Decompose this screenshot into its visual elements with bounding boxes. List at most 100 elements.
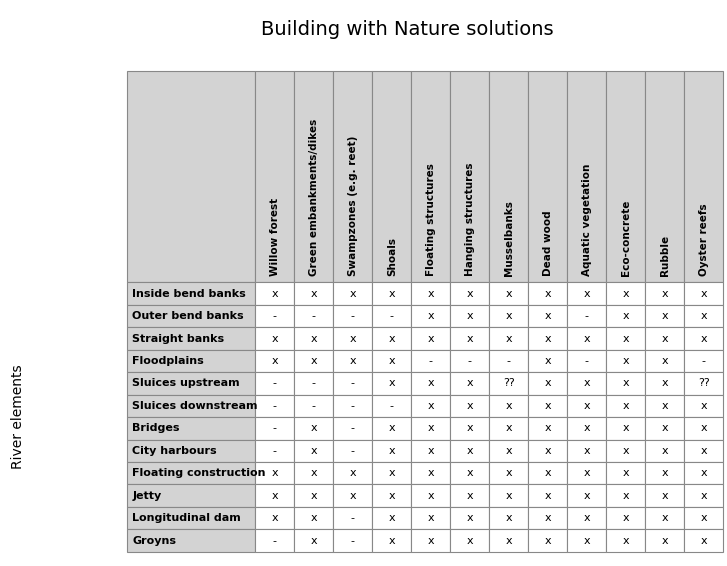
Bar: [255, 327, 294, 350]
Text: x: x: [272, 468, 278, 478]
Bar: [684, 350, 723, 372]
Text: x: x: [310, 446, 317, 456]
Text: x: x: [662, 535, 668, 546]
Text: Willow forest: Willow forest: [270, 198, 280, 276]
Text: x: x: [467, 535, 473, 546]
Bar: [567, 372, 606, 395]
Bar: [529, 372, 567, 395]
Text: Oyster reefs: Oyster reefs: [699, 203, 709, 276]
Text: x: x: [467, 513, 473, 523]
Bar: [127, 507, 255, 529]
Text: x: x: [467, 401, 473, 411]
Bar: [294, 395, 334, 417]
Text: -: -: [351, 379, 355, 388]
Text: x: x: [545, 535, 551, 546]
Text: x: x: [388, 491, 395, 501]
Bar: [255, 350, 294, 372]
Bar: [567, 305, 606, 327]
Bar: [529, 305, 567, 327]
Text: ??: ??: [698, 379, 710, 388]
Text: x: x: [545, 446, 551, 456]
Text: x: x: [701, 401, 707, 411]
Bar: [684, 417, 723, 440]
Bar: [646, 529, 684, 552]
Text: x: x: [272, 289, 278, 299]
Text: x: x: [427, 491, 434, 501]
Bar: [127, 395, 255, 417]
Bar: [684, 372, 723, 395]
Text: x: x: [622, 446, 629, 456]
Text: x: x: [505, 513, 513, 523]
Text: x: x: [622, 333, 629, 344]
Bar: [451, 484, 489, 507]
Text: x: x: [350, 491, 356, 501]
Bar: [529, 507, 567, 529]
Text: x: x: [622, 491, 629, 501]
Text: Sluices downstream: Sluices downstream: [132, 401, 258, 411]
Bar: [606, 71, 646, 282]
Text: Musselbanks: Musselbanks: [504, 200, 514, 276]
Text: x: x: [388, 289, 395, 299]
Text: x: x: [310, 289, 317, 299]
Text: x: x: [388, 356, 395, 366]
Text: x: x: [662, 513, 668, 523]
Text: x: x: [427, 379, 434, 388]
Text: x: x: [505, 289, 513, 299]
Text: x: x: [545, 468, 551, 478]
Text: x: x: [622, 535, 629, 546]
Bar: [489, 462, 529, 484]
Bar: [646, 372, 684, 395]
Text: -: -: [351, 446, 355, 456]
Bar: [646, 462, 684, 484]
Bar: [451, 71, 489, 282]
Text: x: x: [622, 379, 629, 388]
Text: x: x: [545, 423, 551, 434]
Bar: [529, 350, 567, 372]
Text: x: x: [662, 311, 668, 321]
Bar: [489, 71, 529, 282]
Text: -: -: [390, 311, 394, 321]
Text: x: x: [467, 333, 473, 344]
Bar: [684, 305, 723, 327]
Text: x: x: [584, 379, 590, 388]
Bar: [529, 462, 567, 484]
Text: x: x: [662, 289, 668, 299]
Text: x: x: [701, 423, 707, 434]
Bar: [489, 372, 529, 395]
Text: -: -: [351, 513, 355, 523]
Text: -: -: [273, 446, 277, 456]
Text: x: x: [662, 423, 668, 434]
Bar: [127, 71, 255, 282]
Text: x: x: [545, 311, 551, 321]
Bar: [451, 417, 489, 440]
Bar: [255, 417, 294, 440]
Text: -: -: [273, 401, 277, 411]
Bar: [567, 395, 606, 417]
Bar: [684, 507, 723, 529]
Text: x: x: [701, 446, 707, 456]
Text: x: x: [388, 379, 395, 388]
Bar: [411, 484, 451, 507]
Text: Aquatic vegetation: Aquatic vegetation: [582, 164, 592, 276]
Text: -: -: [585, 356, 589, 366]
Bar: [127, 440, 255, 462]
Bar: [372, 305, 411, 327]
Bar: [451, 395, 489, 417]
Bar: [684, 395, 723, 417]
Text: x: x: [388, 513, 395, 523]
Text: x: x: [584, 289, 590, 299]
Text: -: -: [351, 535, 355, 546]
Bar: [684, 484, 723, 507]
Bar: [606, 305, 646, 327]
Bar: [334, 529, 372, 552]
Text: x: x: [388, 446, 395, 456]
Bar: [529, 282, 567, 305]
Text: x: x: [622, 356, 629, 366]
Bar: [451, 440, 489, 462]
Bar: [529, 529, 567, 552]
Bar: [127, 372, 255, 395]
Text: x: x: [388, 333, 395, 344]
Text: x: x: [310, 468, 317, 478]
Text: x: x: [505, 311, 513, 321]
Bar: [294, 327, 334, 350]
